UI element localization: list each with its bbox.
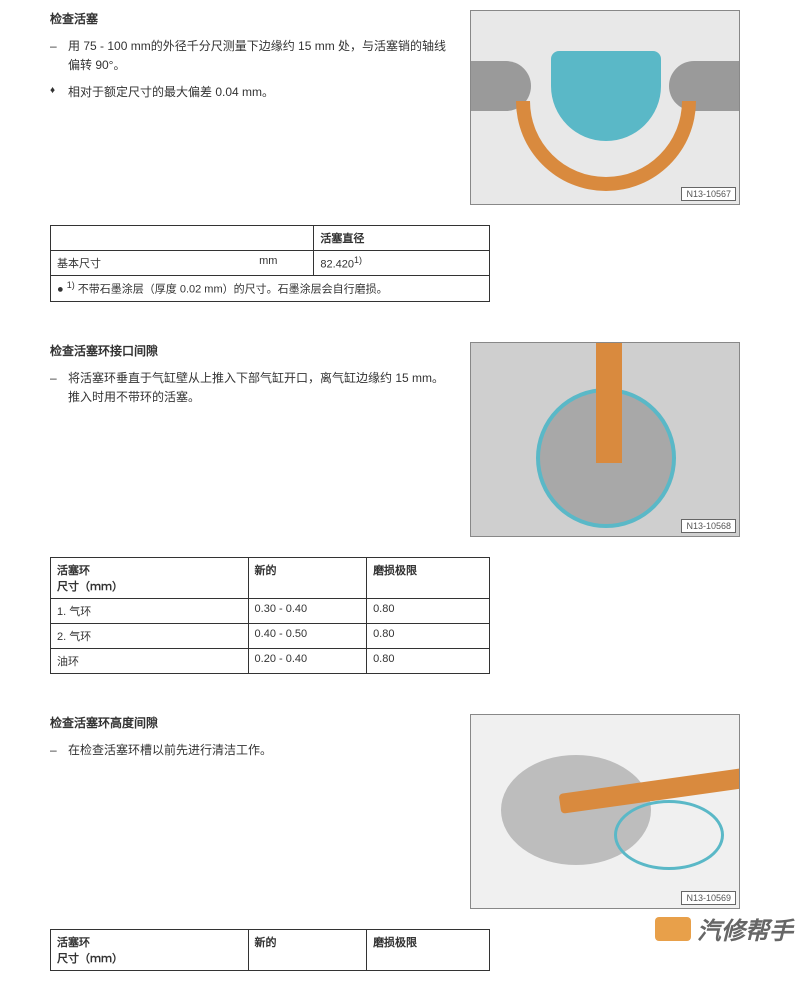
table-cell: 0.80 xyxy=(367,598,490,623)
figure2-col: N13-10568 xyxy=(470,342,750,537)
section3-title: 检查活塞环高度间隙 xyxy=(50,714,450,731)
pushrod-shape xyxy=(596,343,622,463)
footnote-sup: 1) xyxy=(67,280,75,290)
section3-list: 在检查活塞环槽以前先进行清洁工作。 xyxy=(50,741,450,760)
table-cell: 基本尺寸 mm xyxy=(51,251,314,276)
cell-sup: 1) xyxy=(354,255,362,265)
figure-label: N13-10569 xyxy=(681,891,736,905)
list-item: 用 75 - 100 mm的外径千分尺测量下边缘约 15 mm 处，与活塞销的轴… xyxy=(50,37,450,75)
footnote-marker: ● xyxy=(57,284,64,296)
section-ring-gap: 检查活塞环接口间隙 将活塞环垂直于气缸壁从上推入下部气缸开口，离气缸边缘约 15… xyxy=(0,342,803,537)
figure-ring-gap: N13-10568 xyxy=(470,342,740,537)
section1-title: 检查活塞 xyxy=(50,10,450,27)
table-cell: 油环 xyxy=(51,648,249,673)
section2-title: 检查活塞环接口间隙 xyxy=(50,342,450,359)
table-row: 活塞环 尺寸（ｍｍ） 新的 磨损极限 xyxy=(51,929,490,970)
table-row-footnote: ● 1) 不带石墨涂层（厚度 0.02 mm）的尺寸。石墨涂层会自行磨损。 xyxy=(51,276,490,302)
list-item: 将活塞环垂直于气缸壁从上推入下部气缸开口，离气缸边缘约 15 mm。推入时用不带… xyxy=(50,369,450,407)
figure1-col: N13-10567 xyxy=(470,10,750,205)
table-cell: 2. 气环 xyxy=(51,623,249,648)
table-header: 活塞环 尺寸（ｍｍ） xyxy=(51,557,249,598)
cell-unit: mm xyxy=(259,255,277,267)
list-item: 在检查活塞环槽以前先进行清洁工作。 xyxy=(50,741,450,760)
section1-text: 检查活塞 用 75 - 100 mm的外径千分尺测量下边缘约 15 mm 处，与… xyxy=(0,10,460,111)
section2-list: 将活塞环垂直于气缸壁从上推入下部气缸开口，离气缸边缘约 15 mm。推入时用不带… xyxy=(50,369,450,407)
footnote-cell: ● 1) 不带石墨涂层（厚度 0.02 mm）的尺寸。石墨涂层会自行磨损。 xyxy=(51,276,490,302)
table-row: 油环 0.20 - 0.40 0.80 xyxy=(51,648,490,673)
figure-piston-micrometer: N13-10567 xyxy=(470,10,740,205)
figure-ring-height: N13-10569 xyxy=(470,714,740,909)
table-cell: 0.20 - 0.40 xyxy=(248,648,367,673)
table-row: 活塞直径 xyxy=(51,226,490,251)
table-cell: 0.80 xyxy=(367,623,490,648)
table-ring-gap: 活塞环 尺寸（ｍｍ） 新的 磨损极限 1. 气环 0.30 - 0.40 0.8… xyxy=(50,557,490,674)
table-cell: 0.80 xyxy=(367,648,490,673)
table-header: 活塞环 尺寸（ｍｍ） xyxy=(51,929,249,970)
footnote-text: 不带石墨涂层（厚度 0.02 mm）的尺寸。石墨涂层会自行磨损。 xyxy=(75,284,388,296)
section1-list: 用 75 - 100 mm的外径千分尺测量下边缘约 15 mm 处，与活塞销的轴… xyxy=(50,37,450,103)
watermark-text: 汽修帮手 xyxy=(697,911,793,946)
table-header: 磨损极限 xyxy=(367,557,490,598)
table-cell: 82.4201) xyxy=(314,251,490,276)
section-ring-height: 检查活塞环高度间隙 在检查活塞环槽以前先进行清洁工作。 N13-10569 xyxy=(0,714,803,909)
figure-label: N13-10567 xyxy=(681,187,736,201)
table-cell: 0.30 - 0.40 xyxy=(248,598,367,623)
cell-value: 82.420 xyxy=(320,259,354,271)
table-header-empty xyxy=(51,226,314,251)
cell-label: 基本尺寸 xyxy=(57,258,101,270)
figure3-col: N13-10569 xyxy=(470,714,750,909)
micrometer-shape xyxy=(516,101,696,191)
list-item: 相对于额定尺寸的最大偏差 0.04 mm。 xyxy=(50,83,450,102)
section-check-piston: 检查活塞 用 75 - 100 mm的外径千分尺测量下边缘约 15 mm 处，与… xyxy=(0,10,803,205)
table-row: 2. 气环 0.40 - 0.50 0.80 xyxy=(51,623,490,648)
table-header: 活塞直径 xyxy=(314,226,490,251)
table-header: 新的 xyxy=(248,557,367,598)
watermark: 汽修帮手 xyxy=(655,911,793,946)
figure-label: N13-10568 xyxy=(681,519,736,533)
table-piston-diameter: 活塞直径 基本尺寸 mm 82.4201) ● 1) 不带石墨涂层（厚度 0.0… xyxy=(50,225,490,302)
section2-text: 检查活塞环接口间隙 将活塞环垂直于气缸壁从上推入下部气缸开口，离气缸边缘约 15… xyxy=(0,342,460,415)
watermark-icon xyxy=(655,917,691,941)
table-ring-height: 活塞环 尺寸（ｍｍ） 新的 磨损极限 xyxy=(50,929,490,971)
section3-text: 检查活塞环高度间隙 在检查活塞环槽以前先进行清洁工作。 xyxy=(0,714,460,768)
table-cell: 0.40 - 0.50 xyxy=(248,623,367,648)
table-row: 基本尺寸 mm 82.4201) xyxy=(51,251,490,276)
table-header: 新的 xyxy=(248,929,367,970)
table-row: 1. 气环 0.30 - 0.40 0.80 xyxy=(51,598,490,623)
table-row: 活塞环 尺寸（ｍｍ） 新的 磨损极限 xyxy=(51,557,490,598)
table-header: 磨损极限 xyxy=(367,929,490,970)
ring-shape xyxy=(614,800,724,870)
table-cell: 1. 气环 xyxy=(51,598,249,623)
